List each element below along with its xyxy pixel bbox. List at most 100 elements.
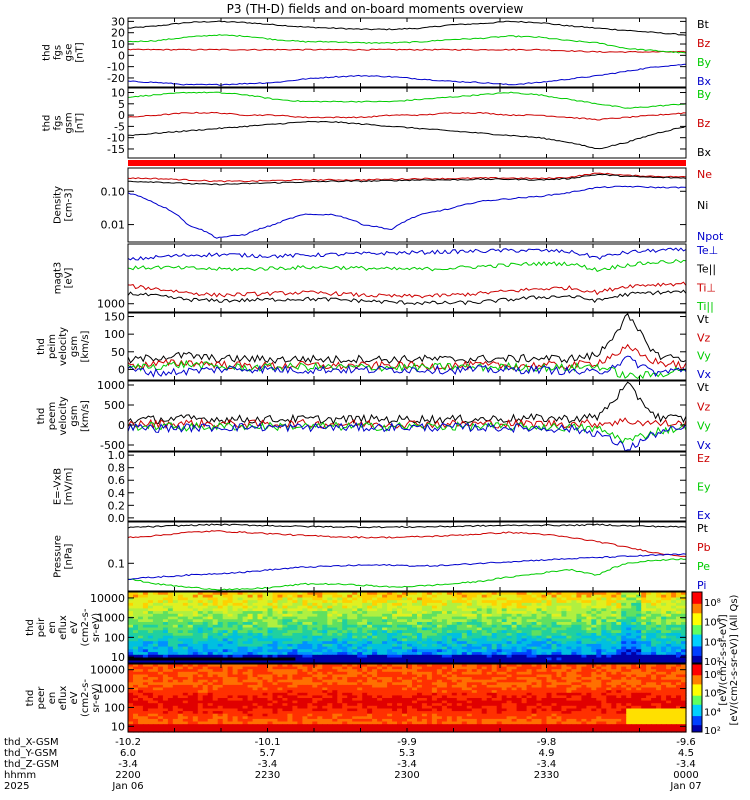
spectrogram-cell: [257, 638, 264, 642]
spectrogram-cell: [362, 692, 368, 696]
spectrogram-cell: [626, 654, 632, 659]
spectrogram-cell: [516, 646, 523, 650]
spectrogram-cell: [606, 600, 612, 604]
spectrogram-cell: [392, 594, 398, 598]
spectrogram-cell: [606, 641, 612, 645]
spectrogram-cell: [486, 687, 493, 691]
spectrogram-cell: [581, 649, 587, 653]
spectrogram-cell: [162, 671, 169, 675]
spectrogram-cell: [277, 613, 284, 618]
spectrogram-cell: [312, 652, 318, 656]
spectrogram-cell: [641, 649, 647, 653]
spectrogram-cell: [676, 613, 682, 618]
spectrogram-cell: [187, 597, 194, 601]
spectrogram-cell: [576, 679, 582, 683]
spectrogram-cell: [157, 690, 164, 694]
spectrogram-cell: [616, 646, 622, 650]
spectrogram-cell: [138, 649, 144, 653]
spectrogram-cell: [591, 611, 597, 615]
spectrogram-cell: [152, 638, 159, 642]
spectrogram-cell: [262, 616, 269, 620]
spectrogram-cell: [536, 594, 543, 598]
y-tick-label: 10: [111, 38, 125, 51]
spectrogram-cell: [516, 592, 523, 596]
spectrogram-cell: [676, 652, 682, 656]
spectrogram-cell: [421, 674, 428, 678]
spectrogram-cell: [237, 684, 244, 689]
spectrogram-cell: [292, 594, 298, 598]
spectrogram-cell: [506, 660, 513, 664]
spectrogram-cell: [471, 674, 478, 678]
spectrogram-cell: [302, 622, 308, 626]
spectrogram-cell: [247, 690, 254, 694]
spectrogram-cell: [441, 700, 448, 704]
spectrogram-cell: [636, 695, 642, 699]
spectrogram-cell: [666, 627, 672, 631]
spectrogram-cell: [651, 677, 657, 681]
spectrogram-cell: [491, 698, 498, 702]
spectrogram-cell: [641, 687, 647, 691]
spectrogram-cell: [521, 613, 528, 618]
spectrogram-cell: [237, 677, 244, 681]
spectrogram-cell: [616, 630, 622, 634]
spectrogram-cell: [407, 669, 413, 673]
spectrogram-cell: [456, 657, 463, 661]
spectrogram-cell: [332, 597, 338, 601]
spectrogram-cell: [626, 679, 632, 683]
spectrogram-cell: [342, 602, 348, 607]
spectrogram-cell: [317, 592, 323, 596]
spectrogram-cell: [506, 666, 513, 670]
spectrogram-cell: [202, 635, 209, 639]
spectrogram-cell: [377, 677, 383, 681]
spectrogram-cell: [576, 608, 582, 612]
spectrogram-cell: [402, 633, 408, 637]
spectrogram-cell: [666, 638, 672, 642]
spectrogram-cell: [441, 597, 448, 601]
spectrogram-cell: [616, 624, 622, 629]
spectrogram-cell: [631, 677, 637, 681]
spectrogram-cell: [621, 669, 627, 673]
spectrogram-cell: [412, 630, 418, 634]
spectrogram-cell: [651, 669, 657, 673]
spectrogram-cell: [591, 692, 597, 696]
spectrogram-cell: [382, 654, 388, 659]
spectrogram-cell: [327, 679, 333, 683]
spectrogram-cell: [641, 613, 647, 618]
spectrogram-cell: [182, 616, 189, 620]
spectrogram-cell: [192, 643, 199, 648]
spectrogram-cell: [362, 608, 368, 612]
spectrogram-cell: [347, 608, 353, 612]
spectrogram-cell: [292, 624, 298, 629]
spectrogram-cell: [217, 687, 224, 691]
spectrogram-cell: [162, 611, 169, 615]
spectrogram-cell: [571, 622, 577, 626]
spectrogram-cell: [322, 611, 328, 615]
spectrogram-cell: [372, 652, 378, 656]
spectrogram-cell: [431, 619, 438, 623]
spectrogram-cell: [651, 641, 657, 645]
spectrogram-cell: [511, 597, 518, 601]
spectrogram-cell: [307, 624, 313, 629]
spectrogram-cell: [431, 695, 438, 699]
spectrogram-cell: [496, 652, 503, 656]
spectrogram-cell: [426, 641, 433, 645]
spectrogram-cell: [227, 660, 234, 664]
y-tick-label: 0.0: [108, 512, 126, 525]
spectrogram-cell: [576, 646, 582, 650]
spectrogram-cell: [661, 687, 667, 691]
spectrogram-cell: [441, 698, 448, 702]
spectrogram-cell: [187, 613, 194, 618]
spectrogram-cell: [152, 600, 159, 604]
spectrogram-cell: [546, 657, 553, 661]
spectrogram-cell: [227, 594, 234, 598]
spectrogram-cell: [402, 666, 408, 670]
spectrogram-cell: [327, 605, 333, 609]
spectrogram-cell: [397, 687, 403, 691]
spectrogram-cell: [421, 635, 428, 639]
spectrogram-cell: [666, 646, 672, 650]
spectrogram-cell: [651, 666, 657, 670]
spectrogram-cell: [496, 605, 503, 609]
spectrogram-cell: [247, 698, 254, 702]
spectrogram-cell: [651, 649, 657, 653]
spectrogram-cell: [157, 616, 164, 620]
